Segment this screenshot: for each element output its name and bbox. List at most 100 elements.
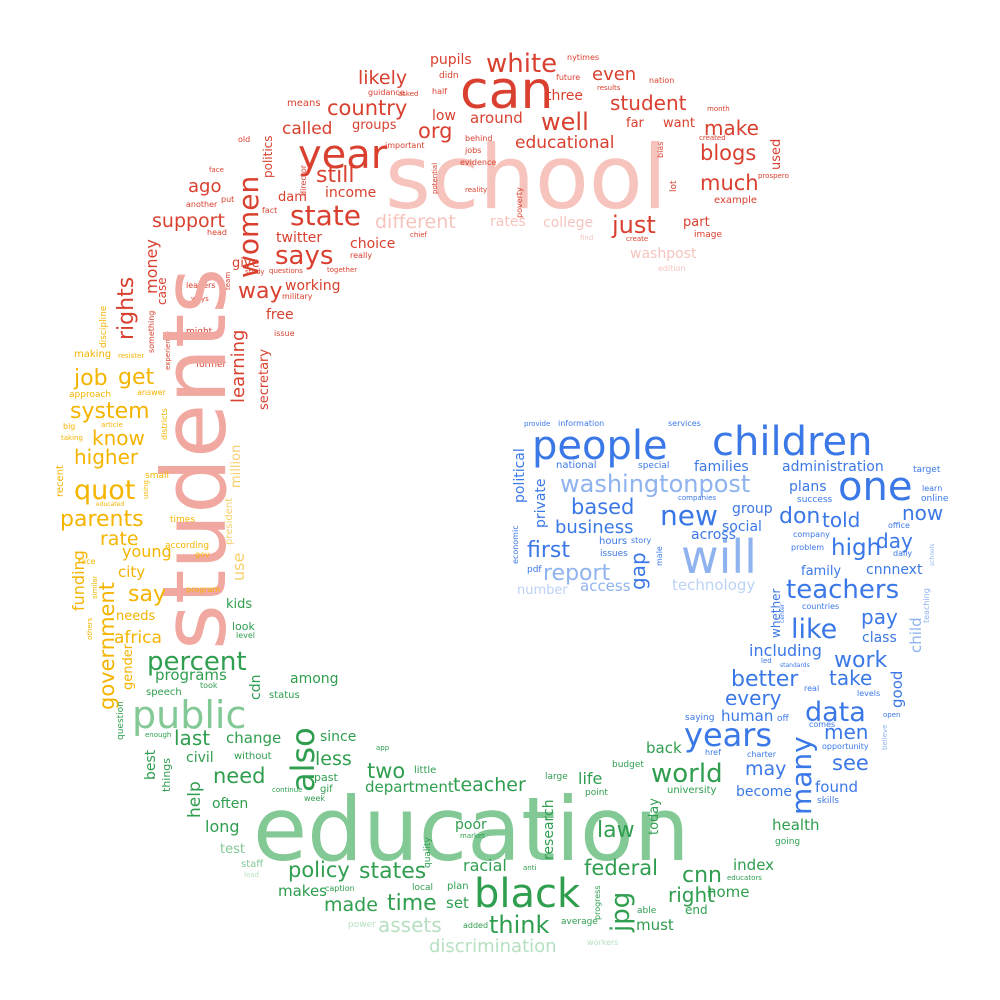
cloud-word-learn: learn [922, 484, 942, 493]
cloud-word-technology: technology [672, 576, 755, 594]
cloud-word-president: president [224, 498, 235, 545]
cloud-word-progress: progress [593, 885, 602, 920]
cloud-word-question: question [116, 701, 126, 740]
cloud-word-fact: fact [262, 206, 277, 215]
cloud-word-assets: assets [378, 913, 442, 937]
cloud-word-nation: nation [649, 76, 674, 85]
cloud-word-market: market [460, 832, 485, 840]
cloud-word-gov: gov [195, 550, 210, 559]
cloud-word-issues: issues [600, 549, 628, 559]
cloud-word-believe: believe [881, 725, 889, 750]
cloud-word-see: see [832, 751, 869, 775]
cloud-word-app: app [376, 744, 390, 752]
cloud-word-took: took [200, 681, 218, 690]
cloud-word-educational: educational [515, 133, 615, 153]
cloud-word-needs: needs [116, 609, 155, 624]
cloud-word-team: team [224, 272, 232, 290]
cloud-word-home: home [707, 883, 750, 901]
cloud-word-women: women [232, 176, 265, 278]
cloud-word-evidence: evidence [460, 158, 496, 167]
cloud-word-really: really [350, 251, 372, 260]
cloud-word-parents: parents [60, 507, 144, 532]
cloud-word-former: former [196, 360, 227, 370]
cloud-word-case: case [155, 277, 169, 305]
cloud-word-recent: recent [55, 465, 66, 497]
cloud-word-still: still [316, 163, 354, 188]
cloud-word-large: large [545, 772, 568, 782]
cloud-word-world: world [651, 759, 723, 789]
cloud-word-private: private [533, 479, 549, 529]
cloud-word-educators: educators [727, 874, 762, 882]
cloud-word-leaders: leaders [186, 281, 216, 290]
cloud-word-first: first [527, 538, 570, 563]
cloud-word-data: data [805, 697, 866, 728]
cloud-word-africa: africa [114, 628, 162, 648]
cloud-word-org: org [418, 119, 452, 143]
cloud-word-quot: quot [74, 475, 135, 506]
cloud-word-learning: learning [228, 330, 249, 403]
cloud-word-groups: groups [352, 118, 397, 133]
cloud-word-director: director [299, 164, 308, 196]
cloud-word-image: image [694, 230, 722, 240]
cloud-word-like: like [791, 614, 837, 645]
cloud-word-states: states [359, 859, 426, 884]
cloud-word-plans: plans [789, 479, 827, 495]
cloud-word-gif: gif [320, 784, 333, 795]
cloud-word-family: family [801, 564, 841, 579]
cloud-word-cnn: cnn [682, 863, 722, 888]
cloud-word-better: better [731, 667, 799, 692]
cloud-word-pay: pay [861, 605, 898, 629]
cloud-word-used: used [769, 139, 784, 170]
cloud-word-time: time [387, 891, 437, 916]
cloud-word-according: according [165, 541, 209, 551]
cloud-word-national: national [556, 460, 597, 471]
cloud-word-will: will [681, 530, 757, 584]
cloud-word-even: even [592, 64, 636, 85]
cloud-word-new: new [660, 499, 718, 532]
cloud-word-system: system [70, 399, 150, 424]
cloud-word-results: results [597, 84, 621, 92]
cloud-word-program: program [186, 585, 220, 594]
cloud-word-far: far [626, 116, 645, 131]
cloud-word-countries: countries [802, 602, 839, 611]
cloud-word-college: college [543, 215, 593, 231]
cloud-word-public: public [132, 693, 246, 737]
cloud-word-month: month [707, 105, 730, 113]
cloud-word-year: year [298, 132, 388, 178]
cloud-word-head: head [207, 228, 227, 237]
cloud-word-dam: dam [278, 190, 307, 205]
cloud-word-make: make [704, 116, 759, 140]
cloud-word-years: years [684, 716, 772, 754]
cloud-word-three: three [546, 88, 583, 104]
cloud-word-people: people [532, 423, 668, 469]
cloud-word-prospero: prospero [758, 172, 789, 180]
cloud-word-says: says [275, 241, 333, 271]
cloud-word-male: male [655, 546, 664, 566]
cloud-word-become: become [736, 784, 792, 800]
cloud-word-told: told [822, 508, 860, 532]
cloud-word-company: company [793, 530, 830, 539]
cloud-word-levels: levels [857, 689, 880, 698]
cloud-word-best: best [143, 749, 159, 780]
cloud-word-others: others [86, 617, 94, 640]
cloud-word-get: get [118, 365, 155, 390]
cloud-word-many: many [785, 736, 818, 815]
cloud-word-things: things [160, 758, 173, 792]
cloud-word-answer: answer [137, 388, 167, 397]
cloud-word-whether: whether [769, 589, 783, 638]
cloud-word-saying: saying [685, 713, 714, 723]
cloud-word-anti: anti [523, 864, 536, 872]
cloud-word-found: found [815, 778, 858, 796]
cloud-word-today: today [647, 798, 662, 835]
cloud-word-low: low [432, 108, 456, 124]
cloud-word-teaching: teaching [922, 588, 931, 623]
cloud-word-guidance: guidance [368, 88, 405, 97]
cloud-word-human: human [721, 707, 773, 725]
cloud-word-real: real [804, 684, 819, 693]
cloud-word-federal: federal [584, 856, 658, 880]
cloud-word-test: test [220, 842, 245, 857]
cloud-word-must: must [636, 916, 674, 934]
cloud-word-information: information [558, 419, 604, 428]
cloud-word-programs: programs [155, 666, 227, 684]
